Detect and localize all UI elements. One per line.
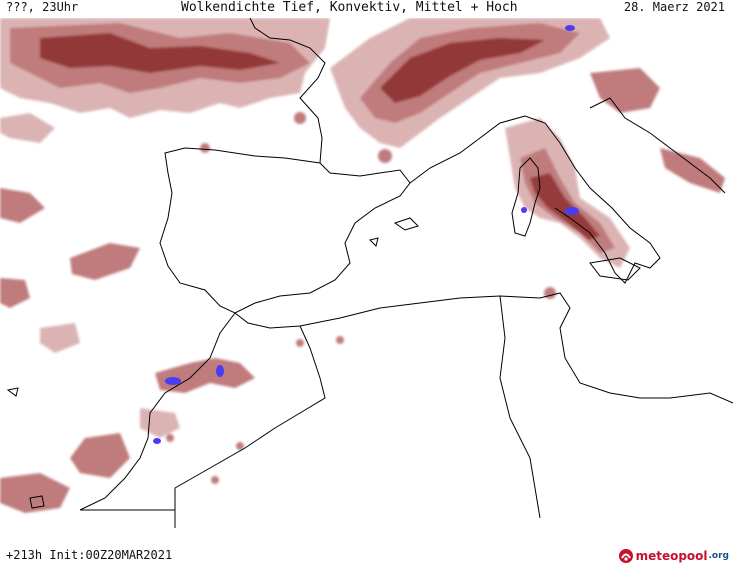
coastlines [6,18,733,528]
meteopool-logo[interactable]: meteopool .org [618,547,729,565]
brand-suffix-text: .org [708,551,729,561]
cloud-layer [0,18,725,513]
meteopool-logo-icon [618,549,633,563]
forecast-init-label: +213h Init:00Z20MAR2021 [6,548,173,562]
brand-main-text: meteopool [635,549,708,563]
map-title: Wolkendichte Tief, Konvektiv, Mittel + H… [181,0,518,15]
cloud-density-map [0,18,733,528]
run-time-label: ???, 23Uhr [6,0,79,14]
convective-cells [153,25,579,444]
valid-date-label: 28. Maerz 2021 [623,0,725,14]
